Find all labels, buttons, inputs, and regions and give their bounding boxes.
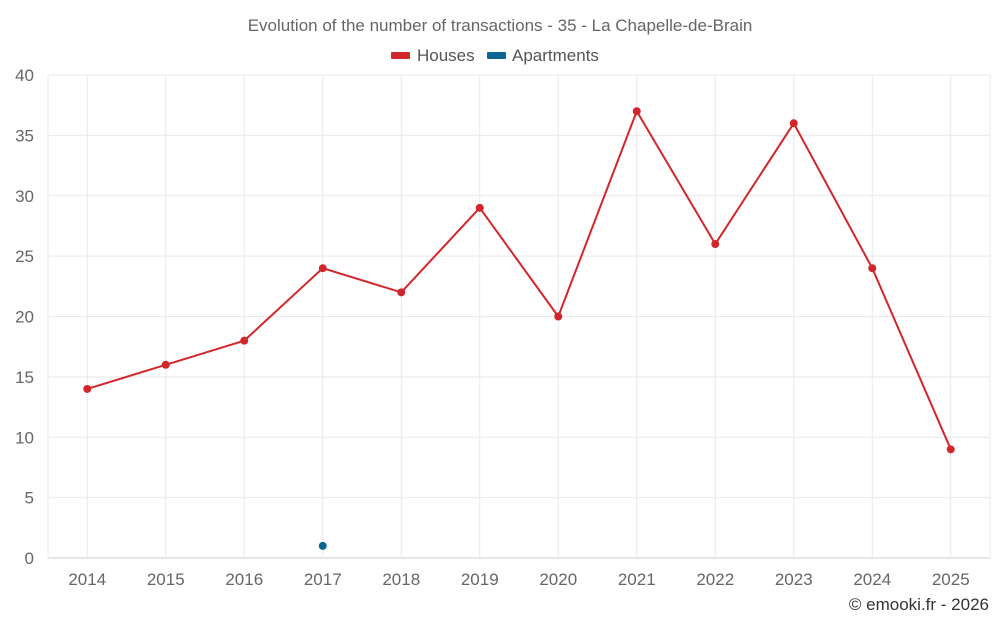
data-point-houses[interactable] [475, 203, 484, 212]
legend-item-houses[interactable]: Houses [391, 46, 475, 65]
y-tick-label: 0 [25, 549, 34, 568]
legend-swatch-houses [391, 52, 410, 59]
series [83, 107, 955, 550]
data-point-houses[interactable] [868, 264, 877, 273]
x-tick-label: 2020 [539, 570, 577, 589]
y-tick-label: 15 [15, 368, 34, 387]
legend-label-houses: Houses [417, 46, 475, 65]
data-point-houses[interactable] [711, 240, 720, 249]
data-point-houses[interactable] [789, 119, 798, 128]
x-tick-label: 2017 [304, 570, 342, 589]
x-tick-label: 2019 [461, 570, 499, 589]
data-point-houses[interactable] [161, 360, 170, 369]
x-tick-label: 2016 [225, 570, 263, 589]
data-point-houses[interactable] [946, 445, 955, 454]
legend-label-apartments: Apartments [512, 46, 599, 65]
data-point-houses[interactable] [632, 107, 641, 116]
x-tick-label: 2021 [618, 570, 656, 589]
chart-title: Evolution of the number of transactions … [248, 16, 753, 35]
legend-swatch-apartments [487, 52, 506, 59]
x-tick-label: 2014 [68, 570, 106, 589]
x-tick-label: 2024 [853, 570, 891, 589]
x-tick-label: 2018 [382, 570, 420, 589]
legend: Houses Apartments [391, 46, 599, 65]
data-point-apartments[interactable] [318, 541, 327, 550]
y-tick-label: 25 [15, 247, 34, 266]
data-point-houses[interactable] [554, 312, 563, 321]
y-tick-label: 35 [15, 126, 34, 145]
x-tick-label: 2015 [147, 570, 185, 589]
x-tick-label: 2022 [696, 570, 734, 589]
x-tick-label: 2025 [932, 570, 970, 589]
y-tick-label: 10 [15, 428, 34, 447]
x-tick-label: 2023 [775, 570, 813, 589]
data-point-houses[interactable] [318, 264, 327, 273]
grid [47, 74, 991, 558]
data-point-houses[interactable] [397, 288, 406, 297]
data-point-houses[interactable] [240, 336, 249, 345]
legend-item-apartments[interactable]: Apartments [487, 46, 599, 65]
series-line-houses [86, 110, 952, 450]
copyright-footer: © emooki.fr - 2026 [849, 595, 989, 614]
y-tick-label: 40 [15, 66, 34, 85]
y-tick-label: 5 [25, 489, 34, 508]
data-point-houses[interactable] [83, 384, 92, 393]
y-tick-label: 20 [15, 308, 34, 327]
y-tick-label: 30 [15, 187, 34, 206]
